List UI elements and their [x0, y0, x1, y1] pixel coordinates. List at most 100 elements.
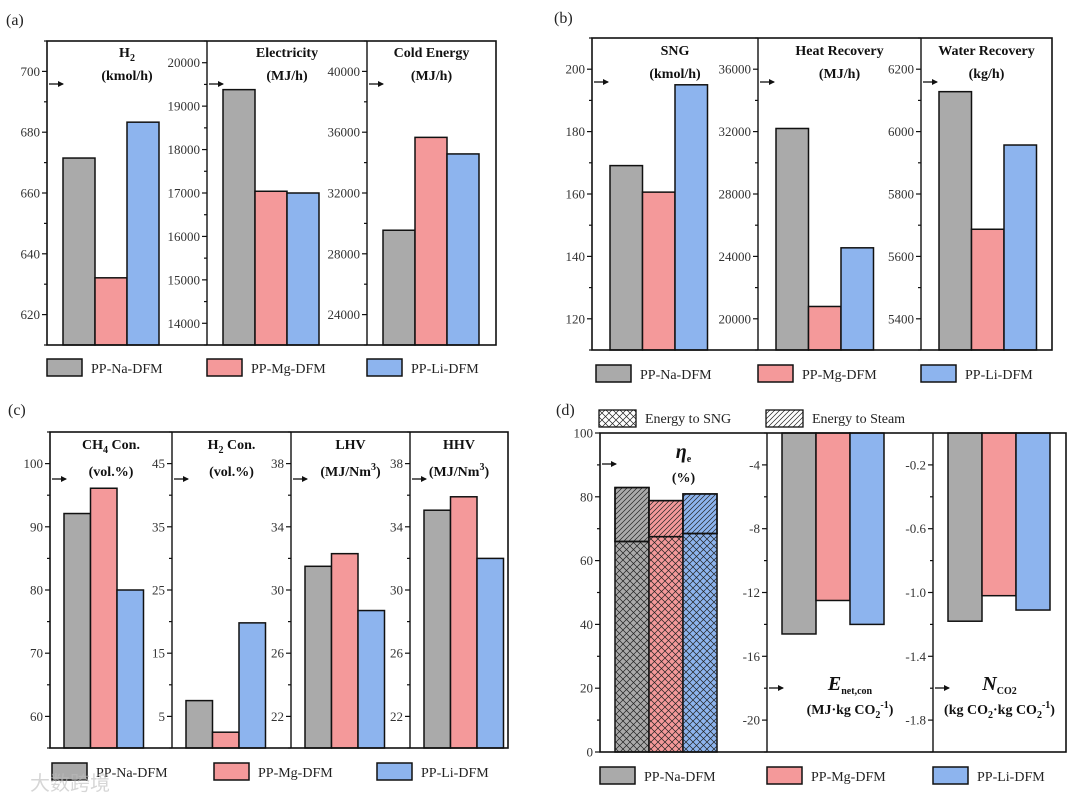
tick-label: 80: [30, 583, 43, 598]
bar-pp-li-dfm: [840, 247, 875, 351]
bar-pp-li-dfm: [126, 121, 160, 346]
panel-d: (d)020406080100ηe(%)-20-16-12-8-4Enet,co…: [556, 402, 1067, 785]
tick-label: 700: [21, 64, 41, 79]
title-text: (kg CO: [944, 703, 988, 718]
tick-label: 30: [271, 583, 284, 598]
bar-pp-na-dfm: [423, 509, 452, 749]
legend-swatch: [366, 358, 403, 377]
subplot: -20 -16 -12 -8 -4 Enet,con (MJ·kg CO2-1): [743, 432, 894, 753]
legend-swatch: [213, 762, 250, 781]
legend-label: PP-Na-DFM: [644, 770, 716, 785]
tick-label: 6200: [888, 62, 914, 77]
subplot: 120 140 160 180 200 SNG (kmol/h): [566, 37, 709, 351]
bar-pp-mg-dfm: [970, 228, 1005, 351]
title-text: Water Recovery: [938, 44, 1035, 59]
title-text: (kmol/h): [649, 67, 701, 82]
subplot-title-line: (vol.%): [209, 465, 254, 480]
subplot-title-line: HHV: [443, 438, 475, 453]
title-superscript: -1: [880, 700, 888, 711]
subplot-title-line: Cold Energy: [394, 46, 470, 61]
bar-pp-na-dfm: [382, 229, 416, 346]
subplot-title-line: ηe: [676, 441, 692, 465]
tick-label: 60: [580, 553, 593, 568]
subplot: 22 26 30 34 38 HHV (MJ/Nm3): [390, 431, 505, 749]
bar-pp-mg-dfm: [211, 731, 240, 749]
legend: PP-Na-DFM PP-Mg-DFM PP-Li-DFM: [46, 358, 479, 377]
plot-frame: [49, 431, 509, 749]
bar-energy-to-sng-hatch: [649, 536, 683, 752]
tick-label: 5600: [888, 249, 914, 264]
subplot: 14000 15000 16000 17000 18000 19000 20000 Elect…: [168, 40, 320, 346]
legend-swatch: [595, 364, 632, 383]
arrowhead-icon: [944, 685, 950, 691]
plot-frame: [591, 37, 1053, 351]
bar-pp-li-dfm: [357, 609, 386, 749]
tick-label: 38: [271, 456, 284, 471]
title-text: (MJ/Nm: [429, 465, 480, 480]
subplot-title-line: NCO2: [981, 673, 1016, 697]
legend-label: PP-Na-DFM: [91, 362, 163, 377]
tick-label: 200: [566, 62, 586, 77]
subplot-title-line: (MJ/Nm3): [320, 462, 381, 480]
bar-energy-to-steam-hatch: [682, 493, 718, 535]
subplot: 5400 5600 5800 6000 6200 Water Recovery (kg/h): [888, 37, 1038, 351]
bar-pp-na-dfm: [947, 432, 983, 622]
tick-label: 140: [566, 249, 586, 264]
title-subscript: 2: [130, 53, 135, 64]
tick-label: 5800: [888, 187, 914, 202]
tick-label: 16000: [168, 229, 201, 244]
subplot-title-line: CH4 Con.: [82, 438, 140, 456]
tick-label: 15: [152, 646, 165, 661]
tick-label: 19000: [168, 99, 201, 114]
bar-energy-to-sng-hatch: [615, 541, 649, 752]
tick-label: 36000: [719, 62, 752, 77]
subplot: 60 70 80 90 100 CH4 Con. (vol.%): [24, 431, 145, 749]
tick-label: 28000: [328, 246, 361, 261]
title-text: H: [119, 46, 130, 61]
legend-swatch: [766, 766, 803, 785]
bar-energy-to-steam-hatch: [648, 499, 684, 538]
title-text: ): [484, 465, 489, 480]
tick-label: 25: [152, 583, 165, 598]
arrowhead-icon: [302, 476, 308, 482]
bar-pp-li-dfm: [1003, 144, 1038, 351]
bar-pp-li-dfm: [849, 432, 885, 626]
tick-label: 18000: [168, 142, 201, 157]
subplot-title-line: (vol.%): [89, 465, 134, 480]
subplot-title-line: (kg CO2·kg CO2-1): [944, 700, 1055, 721]
bar-pp-na-dfm: [222, 88, 256, 346]
bar-pp-na-dfm: [304, 565, 333, 749]
arrowhead-icon: [603, 79, 609, 85]
title-text: H: [208, 438, 219, 453]
tick-label: 640: [21, 246, 41, 261]
subplot-title-line: H2: [119, 46, 135, 64]
subplot-title-line: (MJ/h): [411, 69, 453, 84]
tick-label: 26: [390, 646, 404, 661]
title-text: Electricity: [256, 46, 318, 61]
bar-pp-na-dfm: [185, 699, 214, 749]
legend-label: PP-Na-DFM: [96, 766, 168, 781]
title-text: Cold Energy: [394, 46, 470, 61]
legend-swatch: [920, 364, 957, 383]
legend: PP-Na-DFM PP-Mg-DFM PP-Li-DFM: [595, 364, 1033, 383]
tick-label: 20: [580, 681, 593, 696]
title-text: SNG: [661, 44, 690, 59]
tick-label: 160: [566, 187, 586, 202]
tick-label: 6000: [888, 124, 914, 139]
tick-label: 120: [566, 311, 586, 326]
title-text: Con.: [108, 438, 140, 453]
tick-label: 40: [580, 617, 593, 632]
bar-pp-mg-dfm: [807, 305, 842, 351]
bar-pp-li-dfm: [446, 153, 480, 346]
legend-swatch: [46, 358, 83, 377]
subplot-title-line: Electricity: [256, 46, 318, 61]
pattern-legend-swatch: [765, 409, 804, 428]
pattern-legend-label: Energy to Steam: [812, 412, 905, 427]
tick-label: 5: [159, 709, 166, 724]
title-text: (MJ/h): [411, 69, 453, 84]
bar-pp-mg-dfm: [981, 432, 1017, 597]
subplot: 20000 24000 28000 32000 36000 Heat Recovery (M…: [719, 37, 884, 351]
bar-pp-na-dfm: [63, 512, 92, 749]
title-subscript: 2: [988, 710, 993, 721]
